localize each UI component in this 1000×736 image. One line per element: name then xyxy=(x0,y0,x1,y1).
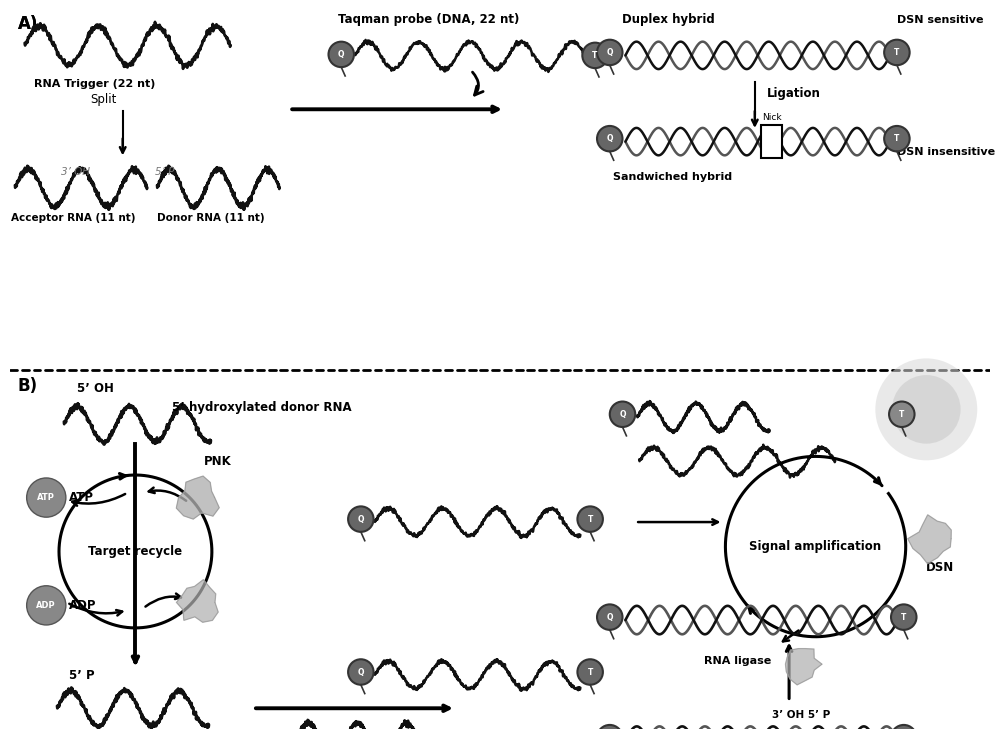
Text: Q: Q xyxy=(607,134,613,144)
Circle shape xyxy=(348,506,374,532)
Polygon shape xyxy=(176,580,218,622)
Text: A): A) xyxy=(18,15,38,33)
Text: Taqman probe (DNA, 22 nt): Taqman probe (DNA, 22 nt) xyxy=(338,13,520,26)
Text: Donor RNA (11 nt): Donor RNA (11 nt) xyxy=(157,213,265,223)
Circle shape xyxy=(891,604,916,630)
Text: Acceptor RNA (11 nt): Acceptor RNA (11 nt) xyxy=(11,213,135,223)
Circle shape xyxy=(597,725,622,736)
Text: T: T xyxy=(894,48,900,57)
Circle shape xyxy=(884,126,910,152)
Circle shape xyxy=(597,40,622,66)
Text: Target recycle: Target recycle xyxy=(88,545,183,558)
Text: B): B) xyxy=(18,377,38,395)
Text: 5’ P: 5’ P xyxy=(155,167,174,177)
Circle shape xyxy=(27,586,66,625)
Text: Q: Q xyxy=(619,410,626,419)
Text: Nick: Nick xyxy=(762,113,781,122)
Text: ADP: ADP xyxy=(36,601,56,610)
Text: T: T xyxy=(901,733,906,736)
Circle shape xyxy=(891,725,916,736)
Text: Q: Q xyxy=(358,514,364,523)
Text: T: T xyxy=(899,410,904,419)
Text: T: T xyxy=(587,668,593,676)
Text: RNA Trigger (22 nt): RNA Trigger (22 nt) xyxy=(34,79,156,89)
Circle shape xyxy=(610,402,635,427)
Circle shape xyxy=(597,126,622,152)
Circle shape xyxy=(348,659,374,684)
Polygon shape xyxy=(908,515,951,564)
Text: Sandwiched hybrid: Sandwiched hybrid xyxy=(613,171,732,182)
Circle shape xyxy=(582,43,608,68)
Text: Q: Q xyxy=(358,668,364,676)
Text: DSN: DSN xyxy=(926,561,955,574)
Circle shape xyxy=(328,42,354,67)
Text: RNA ligase: RNA ligase xyxy=(704,657,771,666)
Text: PNK: PNK xyxy=(204,456,232,468)
Text: 3’ OH: 3’ OH xyxy=(61,167,90,177)
Text: 5’ hydroxylated donor RNA: 5’ hydroxylated donor RNA xyxy=(172,401,351,414)
Text: T: T xyxy=(587,514,593,523)
Text: Q: Q xyxy=(607,48,613,57)
Text: T: T xyxy=(901,612,906,622)
Circle shape xyxy=(892,375,961,444)
FancyArrowPatch shape xyxy=(472,72,483,95)
Circle shape xyxy=(889,402,915,427)
Text: T: T xyxy=(592,51,598,60)
Polygon shape xyxy=(176,476,219,519)
Text: ADP: ADP xyxy=(69,599,96,612)
Text: Signal amplification: Signal amplification xyxy=(749,540,882,553)
Text: DSN insensitive: DSN insensitive xyxy=(897,147,995,158)
Text: Q: Q xyxy=(607,733,613,736)
Polygon shape xyxy=(785,648,822,684)
Text: Split: Split xyxy=(90,93,117,107)
Text: Duplex hybrid: Duplex hybrid xyxy=(622,13,715,26)
Text: 3’ OH 5’ P: 3’ OH 5’ P xyxy=(772,710,831,720)
Text: 5’ OH: 5’ OH xyxy=(77,382,114,394)
Text: Q: Q xyxy=(607,612,613,622)
Circle shape xyxy=(27,478,66,517)
Text: 5’ P: 5’ P xyxy=(69,669,94,682)
Text: A): A) xyxy=(18,15,38,33)
Circle shape xyxy=(597,604,622,630)
Text: ATP: ATP xyxy=(69,491,94,504)
Circle shape xyxy=(875,358,977,460)
Text: DSN sensitive: DSN sensitive xyxy=(897,15,983,25)
Circle shape xyxy=(577,659,603,684)
Text: ATP: ATP xyxy=(37,493,55,502)
Text: T: T xyxy=(894,134,900,144)
FancyBboxPatch shape xyxy=(761,125,782,158)
Text: Ligation: Ligation xyxy=(767,87,820,99)
Circle shape xyxy=(884,40,910,66)
Text: Q: Q xyxy=(338,50,344,59)
Circle shape xyxy=(577,506,603,532)
